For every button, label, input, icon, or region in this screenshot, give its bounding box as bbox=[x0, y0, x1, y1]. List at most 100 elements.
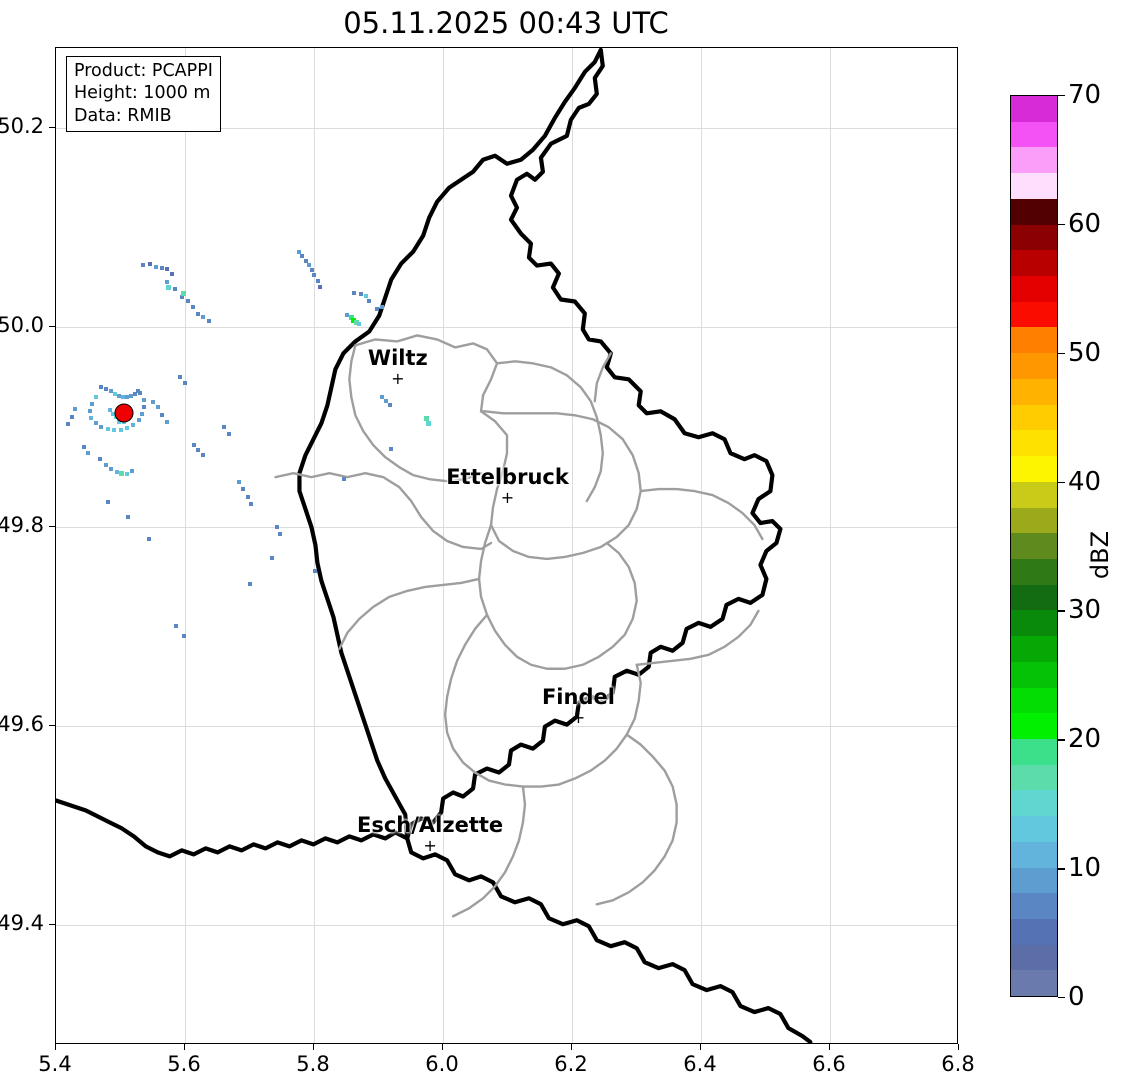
city-marker-plus-icon: + bbox=[391, 369, 405, 389]
radar-echo-layer bbox=[56, 48, 957, 1043]
radar-echo-pixel bbox=[359, 292, 364, 297]
radar-echo-pixel bbox=[186, 299, 191, 304]
radar-echo-pixel bbox=[65, 421, 70, 426]
radar-echo-pixel bbox=[99, 424, 104, 429]
radar-echo-pixel bbox=[141, 397, 146, 402]
city-name-text: Wiltz bbox=[367, 346, 428, 371]
radar-echo-pixel bbox=[119, 471, 125, 477]
radar-echo-pixel bbox=[109, 466, 114, 471]
radar-echo-pixel bbox=[89, 415, 94, 420]
page-title: 05.11.2025 00:43 UTC bbox=[343, 6, 669, 40]
radar-echo-pixel bbox=[195, 447, 200, 452]
radar-echo-pixel bbox=[226, 431, 231, 436]
radar-echo-pixel bbox=[166, 284, 172, 290]
radar-echo-pixel bbox=[348, 314, 354, 320]
radar-echo-pixel bbox=[236, 479, 241, 484]
radar-echo-pixel bbox=[160, 266, 165, 271]
city-name-text: Esch/Alzette bbox=[357, 812, 504, 837]
map-borders-layer bbox=[56, 48, 813, 1043]
x-tick-mark bbox=[571, 1044, 572, 1050]
radar-echo-pixel bbox=[131, 422, 136, 427]
city-label-wiltz: Wiltz + bbox=[368, 346, 428, 387]
radar-echo-pixel bbox=[270, 556, 275, 561]
x-tick-mark bbox=[442, 1044, 443, 1050]
colorbar-band-29 bbox=[1011, 841, 1057, 868]
radar-echo-pixel bbox=[300, 254, 305, 259]
radar-echo-pixel bbox=[93, 394, 98, 399]
colorbar-band-22 bbox=[1011, 661, 1057, 688]
colorbar-band-0 bbox=[1011, 96, 1057, 122]
radar-echo-pixel bbox=[90, 401, 95, 406]
radar-echo-pixel bbox=[109, 388, 114, 393]
colorbar-tick-label: 50 bbox=[1068, 337, 1102, 368]
radar-echo-pixel bbox=[380, 394, 385, 399]
radar-echo-pixel bbox=[153, 265, 158, 270]
colorbar-band-25 bbox=[1011, 738, 1057, 765]
radar-echo-pixel bbox=[118, 427, 123, 432]
gridline-vertical bbox=[701, 48, 702, 1043]
gridline-horizontal bbox=[56, 925, 957, 927]
colorbar-band-21 bbox=[1011, 636, 1057, 662]
radar-station-marker[interactable] bbox=[114, 403, 134, 423]
radar-echo-pixel bbox=[304, 259, 309, 264]
colorbar-band-19 bbox=[1011, 584, 1057, 611]
radar-echo-pixel bbox=[160, 412, 165, 417]
radar-echo-pixel bbox=[164, 419, 169, 424]
radar-echo-pixel bbox=[183, 380, 187, 385]
radar-echo-pixel bbox=[164, 267, 169, 272]
colorbar-band-5 bbox=[1011, 224, 1057, 251]
country-border-west-path bbox=[56, 798, 410, 859]
colorbar-tick-label: 70 bbox=[1068, 80, 1102, 110]
colorbar-band-6 bbox=[1011, 250, 1057, 277]
colorbar-band-26 bbox=[1011, 764, 1057, 791]
info-height: Height: 1000 m bbox=[74, 83, 211, 104]
x-tick-label: 6.6 bbox=[812, 1052, 846, 1076]
x-tick-label: 6.2 bbox=[554, 1052, 588, 1076]
x-tick-label: 6.8 bbox=[941, 1052, 975, 1076]
radar-echo-pixel bbox=[201, 315, 206, 320]
x-tick-label: 6.4 bbox=[683, 1052, 717, 1076]
y-tick-mark bbox=[49, 724, 55, 726]
city-name-text: Ettelbruck bbox=[446, 464, 569, 489]
colorbar-tick-label: 40 bbox=[1068, 466, 1102, 497]
colorbar-band-23 bbox=[1011, 687, 1057, 714]
radar-echo-pixel bbox=[424, 416, 430, 422]
colorbar-tick-label: 10 bbox=[1068, 853, 1102, 884]
colorbar[interactable] bbox=[1010, 95, 1058, 997]
radar-echo-pixel bbox=[81, 444, 86, 449]
radar-echo-pixel bbox=[181, 634, 186, 639]
radar-echo-pixel bbox=[113, 391, 118, 396]
radar-echo-pixel bbox=[105, 499, 110, 504]
radar-echo-pixel bbox=[155, 404, 160, 409]
radar-echo-pixel bbox=[128, 393, 133, 398]
radar-echo-pixel bbox=[124, 425, 129, 430]
radar-echo-pixel bbox=[105, 426, 110, 431]
colorbar-tick-mark bbox=[1058, 739, 1065, 741]
radar-echo-pixel bbox=[99, 384, 104, 389]
radar-echo-pixel bbox=[93, 420, 98, 425]
radar-echo-pixel bbox=[388, 402, 393, 407]
gridline-horizontal bbox=[56, 127, 957, 129]
colorbar-tick-label: 60 bbox=[1068, 208, 1102, 239]
gridline-vertical bbox=[572, 48, 573, 1043]
colorbar-band-4 bbox=[1011, 198, 1057, 225]
colorbar-band-15 bbox=[1011, 481, 1057, 508]
country-border-path bbox=[405, 48, 813, 1043]
colorbar-band-8 bbox=[1011, 301, 1057, 328]
radar-echo-pixel bbox=[312, 273, 316, 278]
colorbar-band-9 bbox=[1011, 327, 1057, 354]
radar-echo-pixel bbox=[241, 486, 246, 491]
radar-echo-pixel bbox=[110, 411, 115, 416]
colorbar-band-32 bbox=[1011, 919, 1057, 945]
radar-map-plot[interactable]: Wiltz + Ettelbruck + Findel + Esch/Alzette + Pr… bbox=[55, 47, 958, 1044]
radar-echo-pixel bbox=[137, 390, 142, 395]
radar-echo-pixel bbox=[315, 279, 320, 284]
colorbar-band-28 bbox=[1011, 816, 1057, 842]
y-tick-mark bbox=[49, 326, 55, 328]
country-border-north-path bbox=[297, 48, 603, 841]
colorbar-band-30 bbox=[1011, 867, 1057, 894]
x-tick-mark bbox=[700, 1044, 701, 1050]
colorbar-tick-mark bbox=[1058, 868, 1065, 870]
radar-echo-pixel bbox=[296, 250, 301, 255]
colorbar-band-10 bbox=[1011, 353, 1057, 379]
